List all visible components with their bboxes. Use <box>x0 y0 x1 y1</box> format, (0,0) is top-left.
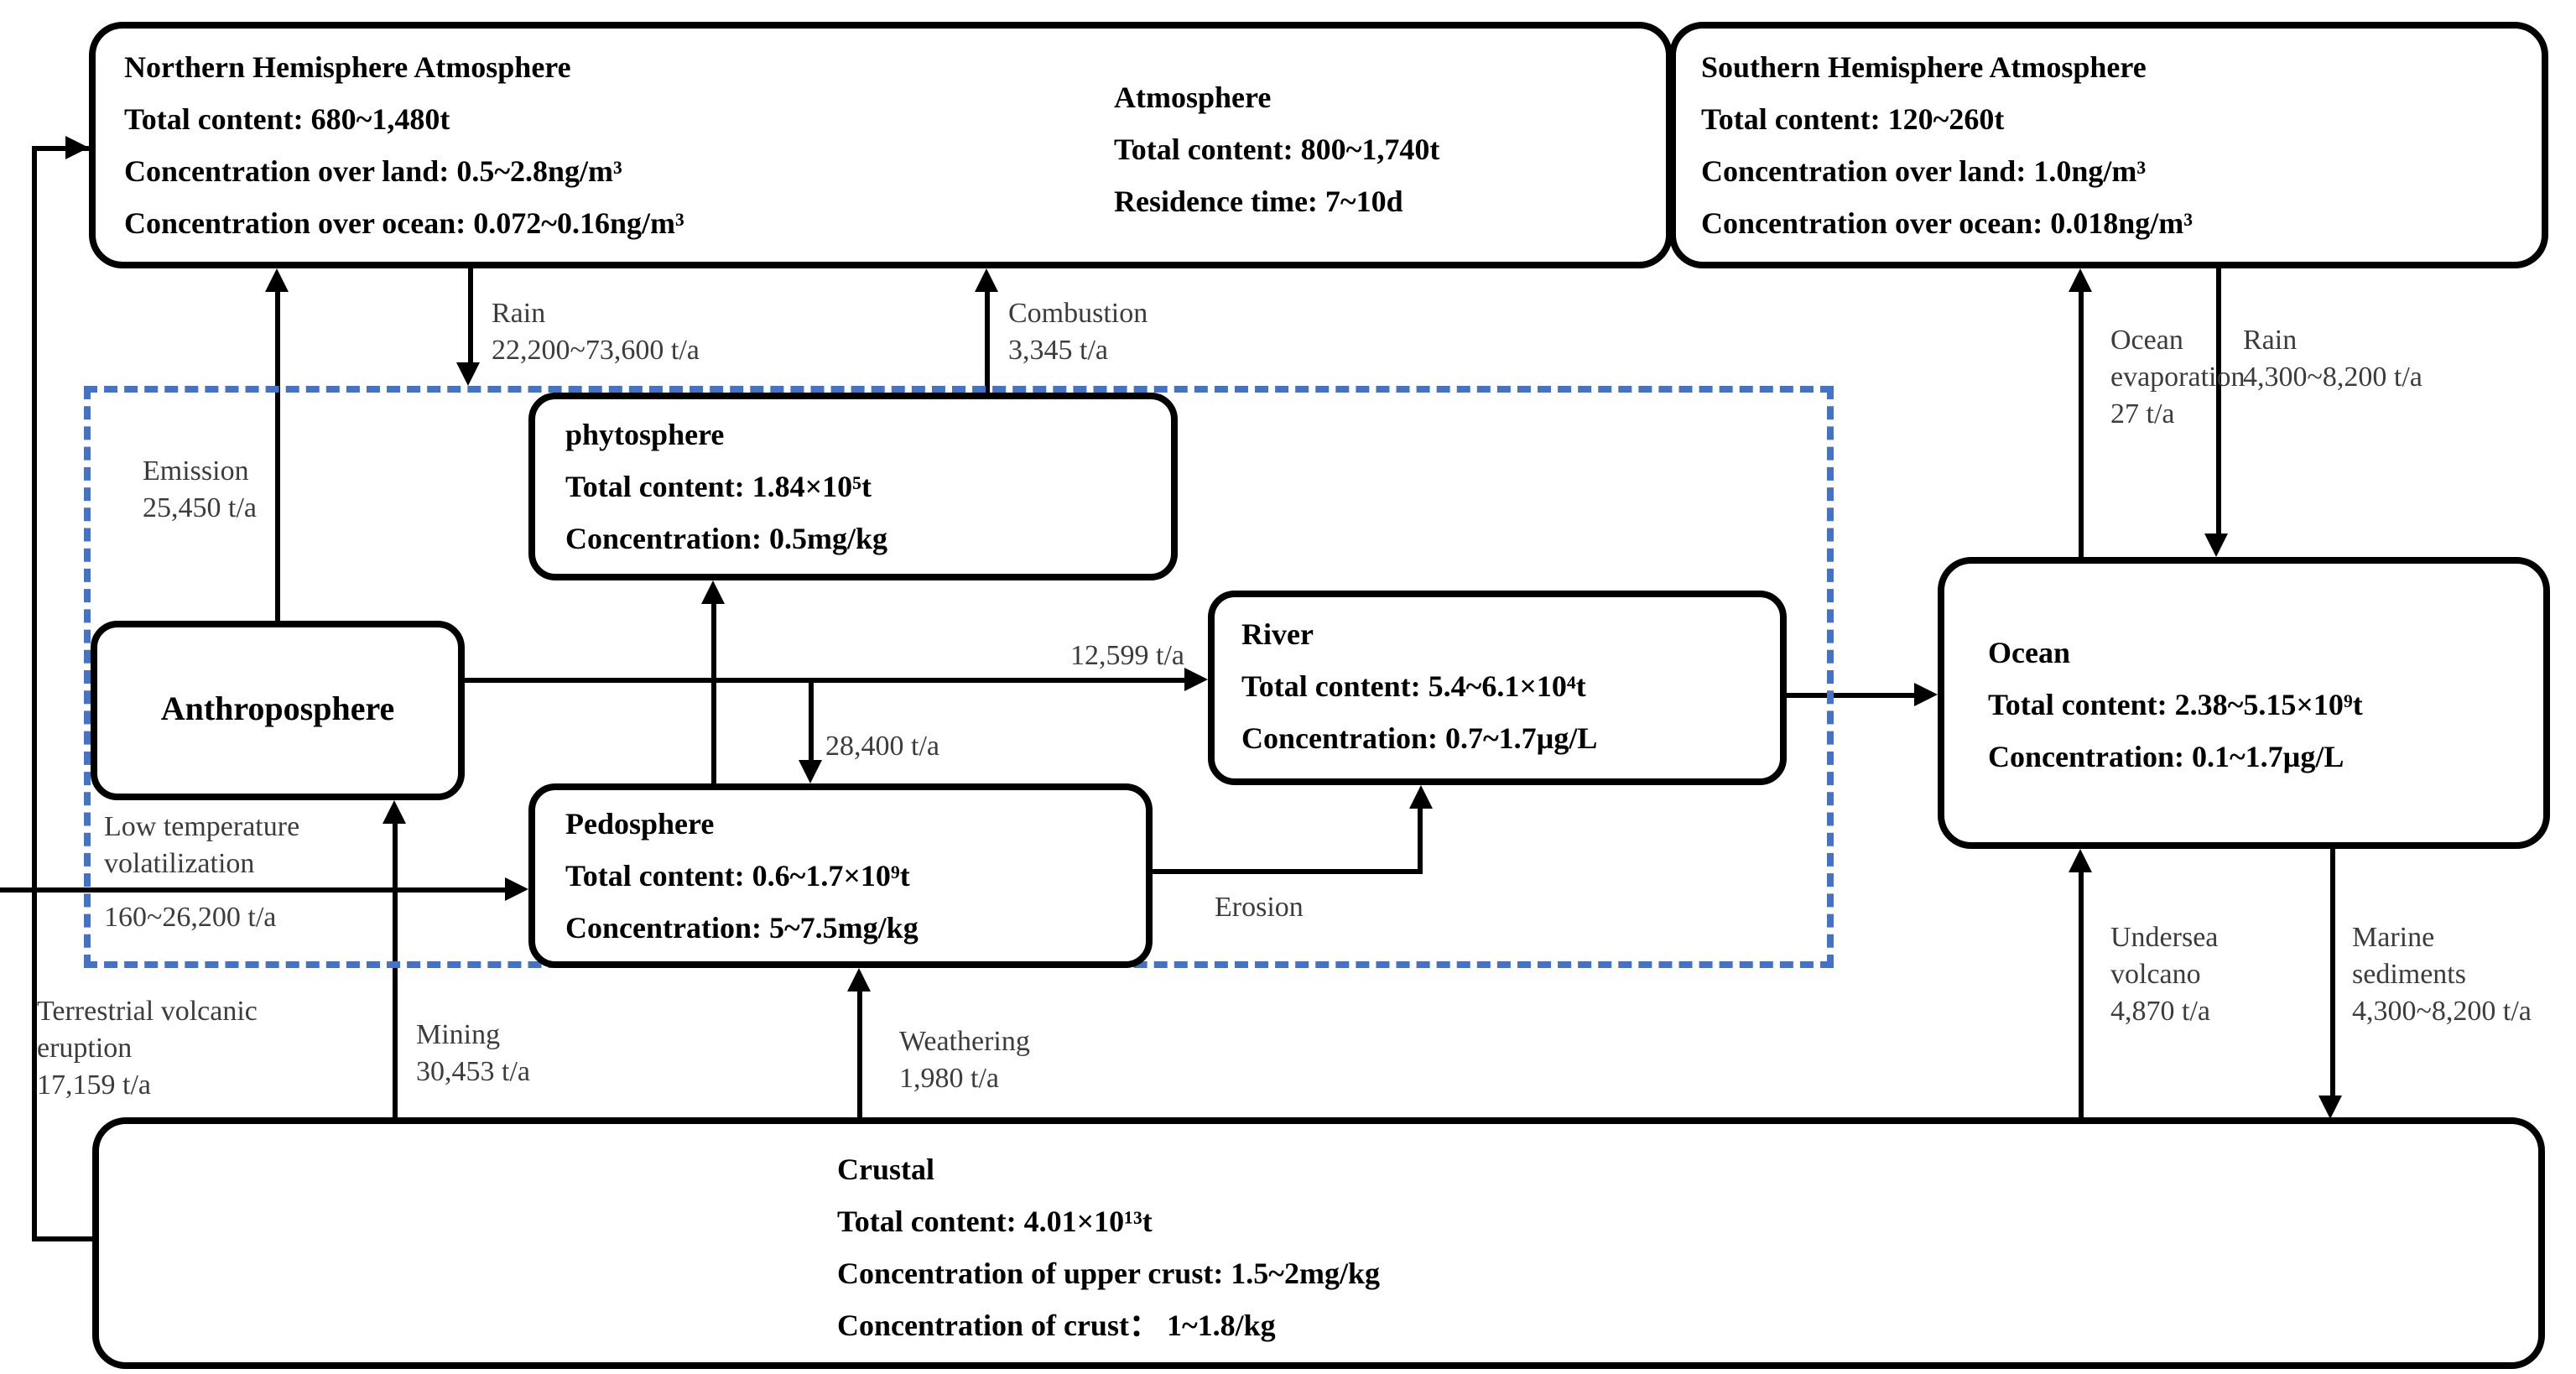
sh-atmosphere-line: Concentration over ocean: 0.018ng/m³ <box>1701 206 2194 240</box>
line-combustion <box>985 289 989 393</box>
crustal-title: Crustal <box>837 1153 934 1186</box>
phytosphere-line: Concentration: 0.5mg/kg <box>565 522 887 555</box>
crustal-line: Concentration of upper crust: 1.5~2mg/kg <box>837 1257 1381 1290</box>
crustal-line: Concentration of crust： 1~1.8/kg <box>837 1309 1276 1342</box>
flux-label-undersea-volcano: Undersea volcano 4,870 t/a <box>2110 921 2219 1027</box>
phytosphere-line: Total content: 1.84×10⁵t <box>565 470 872 503</box>
line-crustal-to-nh-bottom <box>32 1236 96 1241</box>
atmosphere-line: Residence time: 7~10d <box>1114 185 1403 218</box>
flux-label-marine-sediments: Marine sediments 4,300~8,200 t/a <box>2352 921 2532 1027</box>
line-rain-sh <box>2216 268 2220 537</box>
nh-atmosphere-line: Total content: 680~1,480t <box>124 102 450 136</box>
arrow-pedo-to-phyto-up <box>701 580 725 604</box>
pedosphere-title: Pedosphere <box>565 807 715 841</box>
arrow-undersea-volcano-up <box>2069 849 2092 872</box>
sh-atmosphere-title: Southern Hemisphere Atmosphere <box>1701 50 2147 84</box>
sh-atmosphere-line: Concentration over land: 1.0ng/m³ <box>1701 154 2147 188</box>
nh-atmosphere-line: Concentration over land: 0.5~2.8ng/m³ <box>124 154 622 188</box>
line-mining <box>393 820 397 1119</box>
flux-label-combustion: Combustion 3,345 t/a <box>1008 297 1148 366</box>
line-ocean-evaporation <box>2079 289 2083 557</box>
arrow-emission-up <box>265 268 289 292</box>
flux-label-weathering: Weathering 1,980 t/a <box>899 1025 1030 1094</box>
arrow-marine-sediments-down <box>2318 1096 2342 1119</box>
pedosphere-line: Total content: 0.6~1.7×10⁹t <box>565 859 910 893</box>
atmosphere-summary: Atmosphere Total content: 800~1,740t Res… <box>1114 72 1439 228</box>
flux-label-rain-nh: Rain 22,200~73,600 t/a <box>492 297 700 366</box>
crustal-line: Total content: 4.01×10¹³t <box>837 1205 1153 1238</box>
line-erosion-horizontal <box>1153 869 1423 873</box>
nh-atmosphere-line: Concentration over ocean: 0.072~0.16ng/m… <box>124 206 684 240</box>
node-river: River Total content: 5.4~6.1×10⁴t Concen… <box>1208 591 1787 785</box>
arrow-mining-up <box>382 800 406 824</box>
flux-label-emission: Emission 25,450 t/a <box>143 455 257 523</box>
line-crustal-to-nh-top <box>32 146 89 150</box>
line-erosion-vertical <box>1418 805 1422 874</box>
pedosphere-line: Concentration: 5~7.5mg/kg <box>565 911 919 945</box>
arrow-rain-nh-down <box>456 362 480 386</box>
flux-label-erosion: Erosion <box>1215 891 1304 923</box>
sh-atmosphere-line: Total content: 120~260t <box>1701 102 2005 136</box>
arrow-ocean-evaporation-up <box>2069 268 2092 292</box>
atmosphere-line: Total content: 800~1,740t <box>1114 133 1440 166</box>
arrow-into-river <box>1184 668 1208 691</box>
line-undersea-volcano <box>2079 869 2083 1119</box>
line-emission <box>275 289 279 621</box>
river-line: Concentration: 0.7~1.7µg/L <box>1241 721 1598 755</box>
ocean-title: Ocean <box>1988 636 2070 669</box>
arrow-into-nh-atmosphere <box>65 136 89 159</box>
line-pedo-to-phyto <box>711 601 716 783</box>
phytosphere-title: phytosphere <box>565 418 725 451</box>
arrow-low-temp-right <box>505 877 528 901</box>
node-phytosphere: phytosphere Total content: 1.84×10⁵t Con… <box>528 393 1178 580</box>
river-line: Total content: 5.4~6.1×10⁴t <box>1241 669 1586 703</box>
arrow-weathering-up <box>847 968 871 991</box>
atmosphere-title: Atmosphere <box>1114 81 1272 114</box>
line-river-to-ocean <box>1787 693 1918 697</box>
arrow-into-pedosphere-down <box>799 760 822 783</box>
flux-label-to-river: 12,599 t/a <box>1070 639 1184 671</box>
flux-label-rain-sh: Rain 4,300~8,200 t/a <box>2243 324 2422 393</box>
ocean-line: Concentration: 0.1~1.7µg/L <box>1988 740 2344 773</box>
flux-label-to-pedosphere: 28,400 t/a <box>825 730 939 762</box>
anthroposphere-title: Anthroposphere <box>160 691 395 728</box>
nh-atmosphere-title: Northern Hemisphere Atmosphere <box>124 50 571 84</box>
line-low-temp <box>0 887 507 892</box>
node-ocean: Ocean Total content: 2.38~5.15×10⁹t Conc… <box>1938 557 2550 849</box>
arrow-into-ocean <box>1914 683 1938 706</box>
line-rain-nh <box>468 268 472 366</box>
flux-label-mining: Mining 30,453 t/a <box>416 1018 530 1087</box>
flux-label-low-temp: Low temperature volatilization <box>104 810 300 879</box>
ocean-line: Total content: 2.38~5.15×10⁹t <box>1988 688 2363 721</box>
flux-value-low-temp: 160~26,200 t/a <box>104 901 277 933</box>
arrow-rain-sh-down <box>2204 533 2228 557</box>
line-branch-to-pedosphere <box>809 679 813 760</box>
line-weathering <box>857 988 861 1119</box>
line-anthro-to-river <box>465 678 1186 683</box>
arrow-erosion-up <box>1409 785 1433 809</box>
flux-label-ocean-evaporation: Ocean evaporation 27 t/a <box>2110 324 2246 429</box>
node-pedosphere: Pedosphere Total content: 0.6~1.7×10⁹t C… <box>528 783 1153 968</box>
river-title: River <box>1241 617 1314 651</box>
node-sh-atmosphere: Southern Hemisphere Atmosphere Total con… <box>1669 22 2548 268</box>
node-nh-atmosphere: Northern Hemisphere Atmosphere Total con… <box>89 22 1673 268</box>
node-anthroposphere: Anthroposphere <box>91 621 465 800</box>
line-marine-sediments <box>2330 849 2334 1099</box>
line-crustal-to-nh-vertical <box>32 146 36 1240</box>
flux-label-terrestrial-volcanic: Terrestrial volcanic eruption 17,159 t/a <box>37 995 258 1101</box>
arrow-combustion-up <box>975 268 998 292</box>
node-crustal: Crustal Total content: 4.01×10¹³t Concen… <box>92 1117 2545 1369</box>
